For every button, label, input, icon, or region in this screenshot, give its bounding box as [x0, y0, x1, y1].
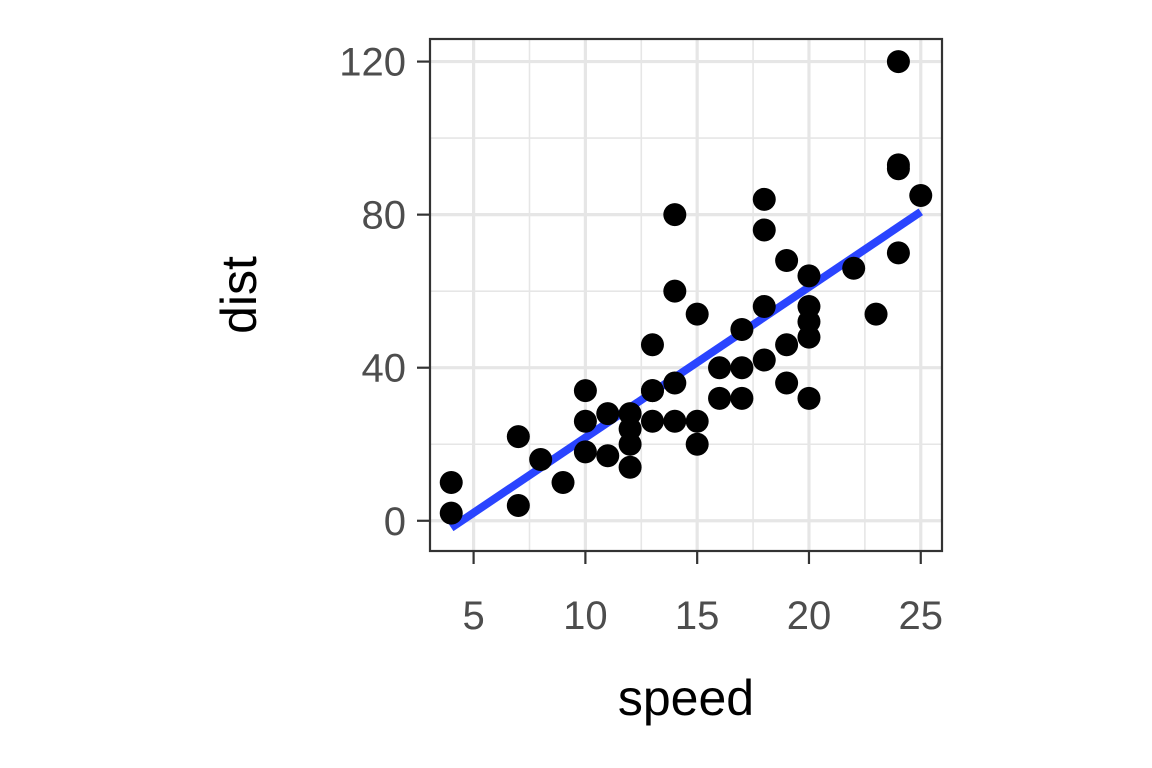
y-tick-label: 40 — [362, 347, 407, 391]
data-point — [573, 440, 597, 464]
regression-line — [449, 208, 923, 532]
y-axis-title: dist — [211, 256, 267, 334]
y-tick-label: 0 — [384, 500, 406, 544]
data-point — [551, 471, 575, 495]
data-point — [775, 333, 799, 357]
data-point — [640, 409, 664, 433]
data-point — [439, 471, 463, 495]
x-tick-label: 5 — [462, 594, 484, 638]
data-point — [708, 386, 732, 410]
y-tick-label: 120 — [339, 41, 406, 85]
data-point — [596, 402, 620, 426]
data-point — [752, 218, 776, 242]
data-point — [708, 356, 732, 380]
data-point — [864, 302, 888, 326]
data-point — [909, 184, 933, 208]
data-point — [640, 333, 664, 357]
grid-lines — [430, 39, 942, 551]
data-point — [797, 264, 821, 288]
data-point — [797, 294, 821, 318]
data-point — [685, 302, 709, 326]
data-point — [640, 379, 664, 403]
data-point — [663, 203, 687, 227]
data-point — [775, 249, 799, 273]
data-points — [439, 50, 933, 525]
y-tick-label: 80 — [362, 194, 407, 238]
data-point — [730, 317, 754, 341]
x-axis-title: speed — [618, 670, 754, 726]
data-point — [886, 50, 910, 74]
data-point — [842, 256, 866, 280]
data-point — [439, 501, 463, 525]
data-point — [730, 356, 754, 380]
x-tick-label: 10 — [563, 594, 608, 638]
data-point — [663, 409, 687, 433]
x-tick-label: 15 — [675, 594, 720, 638]
x-tick-label: 20 — [787, 594, 832, 638]
data-point — [618, 402, 642, 426]
plot-panel-border — [428, 37, 944, 553]
regression-line-layer — [449, 208, 923, 532]
data-point — [730, 386, 754, 410]
data-point — [506, 493, 530, 517]
data-point — [573, 379, 597, 403]
data-point — [752, 187, 776, 211]
data-point — [685, 409, 709, 433]
data-point — [797, 386, 821, 410]
data-point — [663, 279, 687, 303]
data-point — [752, 294, 776, 318]
data-point — [775, 371, 799, 395]
data-point — [596, 444, 620, 468]
data-point — [529, 448, 553, 472]
x-tick-label: 25 — [899, 594, 944, 638]
data-point — [752, 348, 776, 372]
data-point — [573, 409, 597, 433]
data-point — [685, 432, 709, 456]
data-point — [663, 371, 687, 395]
data-point — [886, 153, 910, 177]
data-point — [618, 455, 642, 479]
data-point — [886, 241, 910, 265]
data-point — [506, 425, 530, 449]
axes: 5 10 15 20 25 0 40 80 120 — [339, 41, 943, 638]
